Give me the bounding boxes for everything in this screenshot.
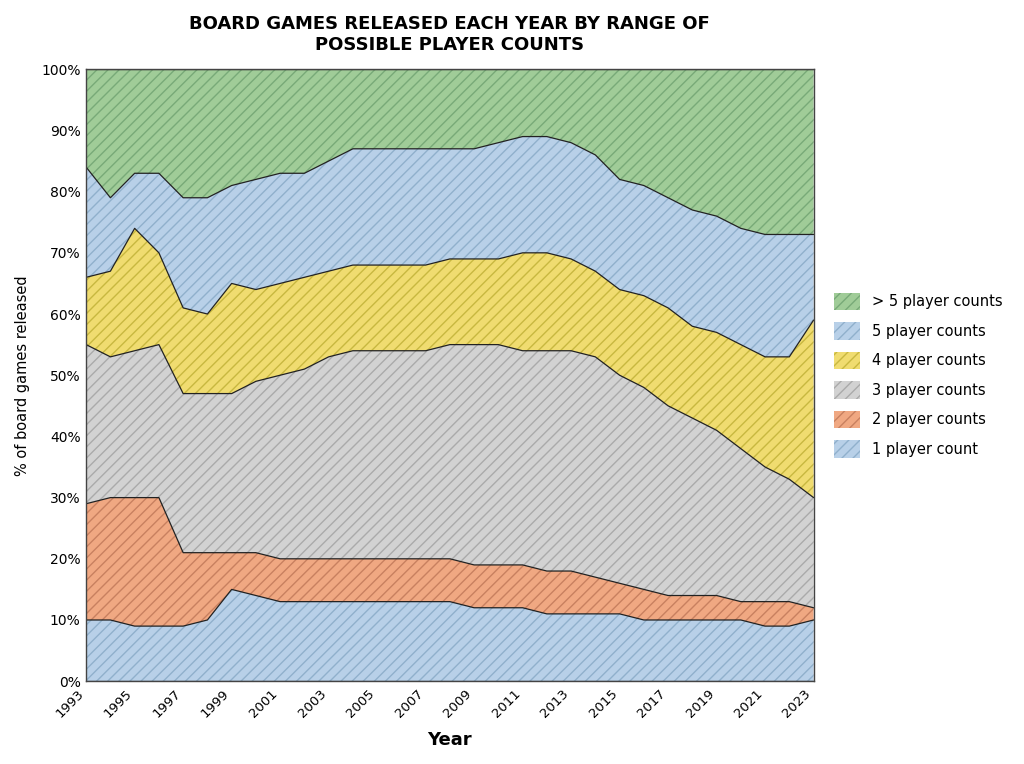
X-axis label: Year: Year (428, 731, 472, 749)
Legend: > 5 player counts, 5 player counts, 4 player counts, 3 player counts, 2 player c: > 5 player counts, 5 player counts, 4 pl… (828, 286, 1009, 464)
Y-axis label: % of board games released: % of board games released (15, 275, 30, 475)
Title: BOARD GAMES RELEASED EACH YEAR BY RANGE OF
POSSIBLE PLAYER COUNTS: BOARD GAMES RELEASED EACH YEAR BY RANGE … (189, 15, 711, 53)
